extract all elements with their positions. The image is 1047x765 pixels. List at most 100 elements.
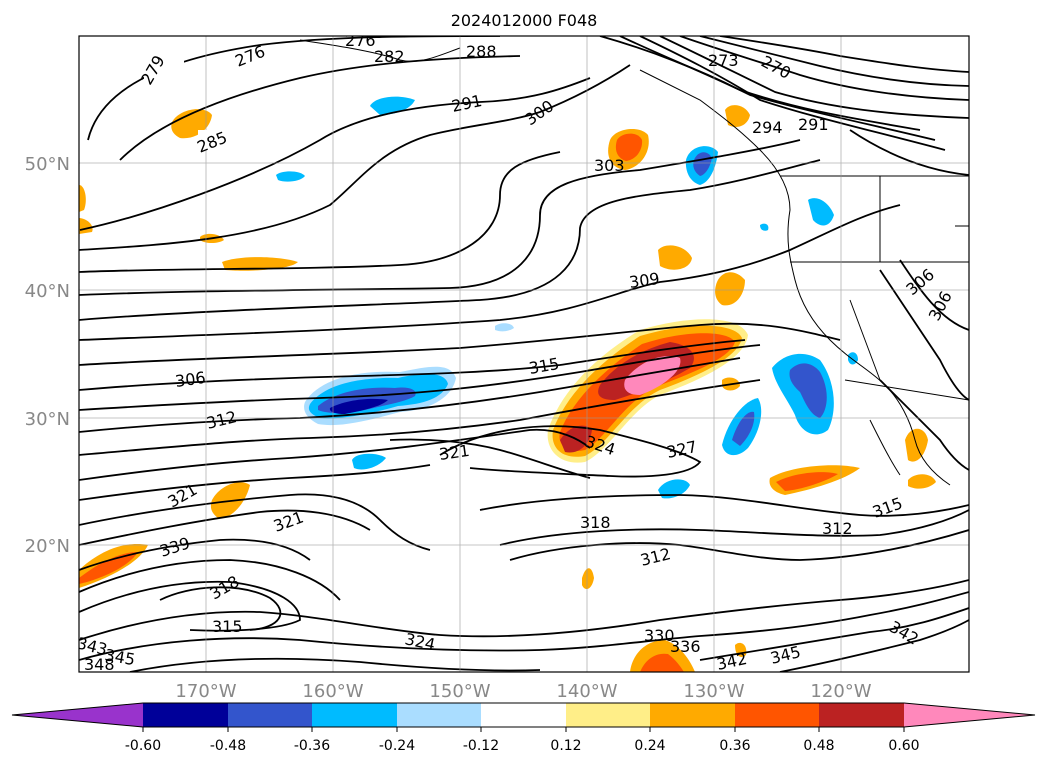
contour-line <box>79 64 631 251</box>
contour-line <box>79 204 901 341</box>
contour-label: 336 <box>670 637 701 656</box>
colorbar-tick-label: 0.24 <box>634 738 665 754</box>
coastline <box>869 419 901 476</box>
colorbar-bin <box>650 703 735 727</box>
coastline-layer <box>299 39 969 486</box>
coastline <box>639 69 951 486</box>
contour-label: 321 <box>438 441 471 464</box>
contour-label: 306 <box>174 368 207 391</box>
colorbar-extend-right <box>904 703 1035 727</box>
map-panel: 279 276 276 282 288 285 291 300 303 273 … <box>79 31 969 674</box>
contour-label: 348 <box>84 655 115 674</box>
lat-label: 20°N <box>25 536 70 557</box>
colorbar-bin <box>735 703 819 727</box>
colorbar-tick-label: -0.36 <box>294 738 330 754</box>
colorbar-bin <box>566 703 650 727</box>
contour-line <box>79 151 561 273</box>
contour-line <box>79 322 841 366</box>
contour-line <box>879 379 969 471</box>
negative-patch <box>658 479 690 499</box>
colorbar-tick-label: 0.36 <box>719 738 750 754</box>
lat-label: 40°N <box>25 281 70 302</box>
colorbar-tick-label: 0.12 <box>550 738 581 754</box>
colorbar-tick-label: 0.60 <box>888 738 919 754</box>
contour-label: 291 <box>798 115 829 134</box>
map-frame <box>78 35 970 673</box>
contour-line <box>79 559 341 601</box>
contour-label: 342 <box>715 649 749 674</box>
colorbar-bin <box>143 703 228 727</box>
negative-patch <box>808 198 834 226</box>
contour-line <box>79 538 311 571</box>
colorbar-tick-label: -0.12 <box>463 738 499 754</box>
lon-label: 170°W <box>175 681 236 702</box>
lat-label: 50°N <box>25 154 70 175</box>
coastline <box>299 39 461 62</box>
contour-label: 282 <box>374 47 405 66</box>
contour-label: 303 <box>594 156 625 175</box>
contour-label: 276 <box>345 31 376 50</box>
negative-patch <box>370 96 415 115</box>
contour-line <box>499 509 969 546</box>
colorbar: -0.60 -0.48 -0.36 -0.24 -0.12 0.12 0.24 … <box>11 702 1036 754</box>
contour-line <box>79 591 969 661</box>
contour-line <box>79 357 741 433</box>
positive-patch <box>725 105 750 127</box>
contour-line <box>779 619 969 672</box>
contour-line <box>699 36 969 87</box>
contour-line <box>79 464 431 501</box>
contour-line <box>639 36 946 151</box>
contour-line <box>719 36 969 73</box>
lon-label: 140°W <box>556 681 617 702</box>
lon-label: 120°W <box>810 681 871 702</box>
colorbar-tick-label: -0.48 <box>210 738 246 754</box>
border-line <box>844 379 969 401</box>
colorbar-tick-label: -0.60 <box>125 738 161 754</box>
contour-label: 288 <box>466 42 497 61</box>
contour-line <box>129 657 541 672</box>
gridlines <box>79 36 969 672</box>
contour-line <box>439 425 702 478</box>
contour-label: 315 <box>212 617 243 636</box>
lat-label: 30°N <box>25 409 70 430</box>
contour-line <box>79 509 371 546</box>
contour-label: 318 <box>580 513 611 532</box>
contour-line <box>679 36 969 101</box>
lon-label: 130°W <box>683 681 744 702</box>
negative-patch <box>352 453 386 470</box>
colorbar-bin <box>228 703 312 727</box>
contour-line <box>659 36 969 119</box>
contour-line <box>899 259 969 331</box>
latitude-labels: 50°N 40°N 30°N 20°N <box>25 154 70 557</box>
contour-label: 330 <box>644 626 675 645</box>
colorbar-bin <box>481 703 566 727</box>
contour-label: 294 <box>752 118 783 137</box>
positive-patch <box>222 257 298 271</box>
border-line <box>849 299 881 381</box>
colorbar-bin <box>312 703 397 727</box>
positive-patch <box>715 272 745 306</box>
lon-label: 150°W <box>429 681 490 702</box>
contour-line <box>119 55 521 161</box>
contour-label: 273 <box>708 51 739 70</box>
contour-line <box>79 339 746 391</box>
contour-line <box>79 579 969 641</box>
contour-line <box>159 586 282 631</box>
contour-line <box>479 494 969 517</box>
contour-line <box>389 438 591 479</box>
colorbar-bin <box>397 703 481 727</box>
contour-label: 312 <box>822 519 853 538</box>
contour-label: 309 <box>628 269 661 292</box>
contour-line <box>79 77 591 231</box>
contour-line <box>79 428 591 481</box>
contour-line <box>79 379 761 456</box>
positive-patch <box>658 245 692 270</box>
colorbar-tick-label: 0.48 <box>803 738 834 754</box>
contour-line <box>699 607 969 661</box>
contour-line <box>79 493 431 551</box>
contour-line <box>509 529 969 561</box>
contour-line <box>619 36 936 141</box>
map-title: 2024012000 F048 <box>451 11 598 30</box>
contour-line <box>849 129 969 176</box>
